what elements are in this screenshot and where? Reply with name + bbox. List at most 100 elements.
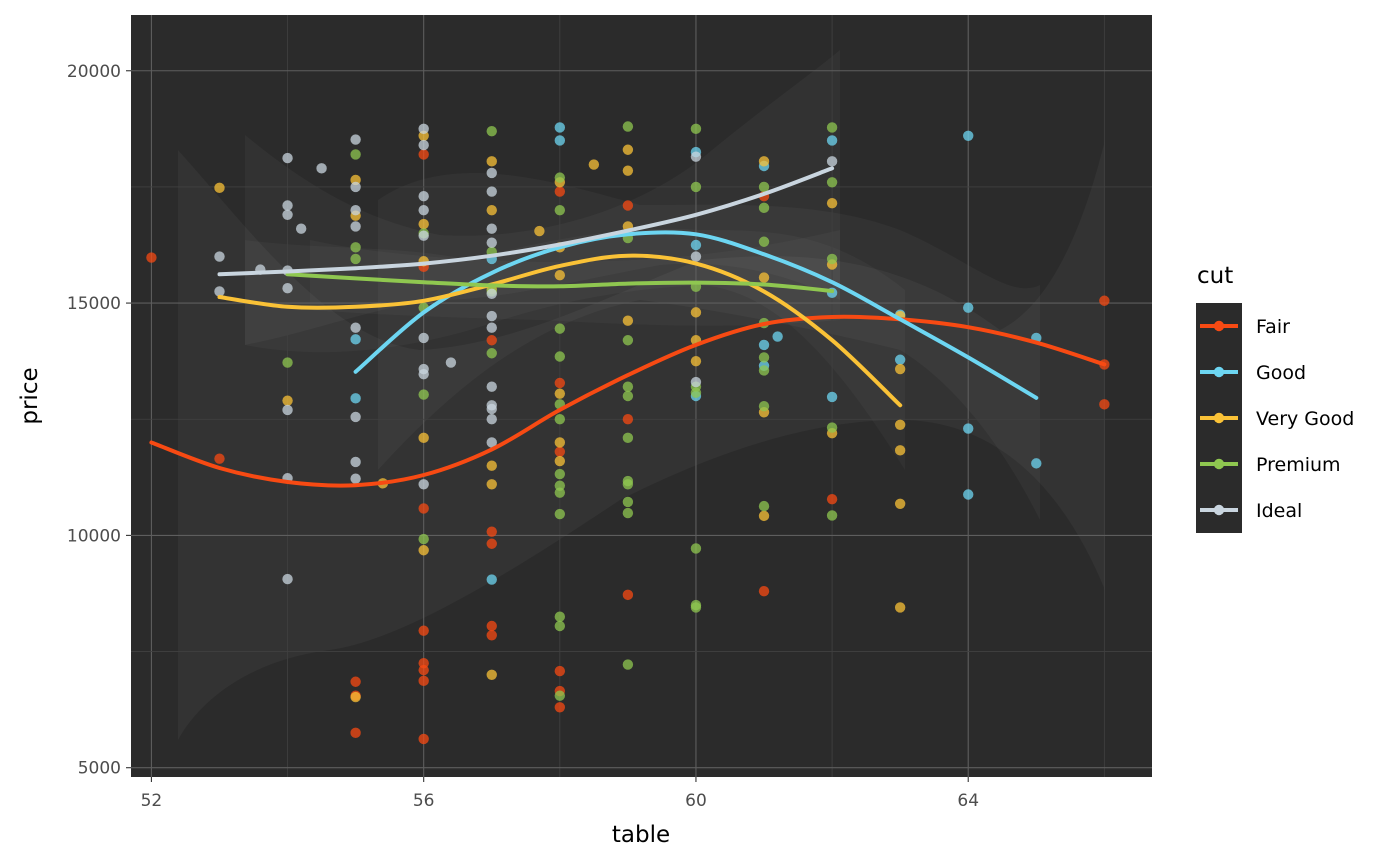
data-point <box>690 151 702 162</box>
data-point <box>418 389 429 400</box>
data-point <box>690 602 702 613</box>
data-point <box>963 130 974 142</box>
data-point <box>486 669 497 680</box>
data-point <box>554 508 566 520</box>
legend-item-very-good: Very Good <box>1200 408 1354 430</box>
data-point <box>418 545 429 556</box>
smooth-line-good <box>353 230 1039 400</box>
data-point <box>554 690 566 701</box>
data-point <box>418 432 429 444</box>
data-point <box>282 395 293 406</box>
data-point <box>418 503 429 514</box>
data-point <box>282 357 293 368</box>
data-point <box>350 473 361 484</box>
data-point <box>554 455 566 467</box>
data-point <box>486 403 497 415</box>
legend-label: Very Good <box>1256 408 1354 430</box>
data-point <box>622 479 634 490</box>
data-point <box>1099 399 1110 410</box>
data-point <box>350 727 361 739</box>
data-point <box>295 223 307 234</box>
panel-background <box>131 15 1152 777</box>
data-point <box>826 510 838 521</box>
data-point <box>350 221 361 232</box>
data-point <box>486 204 497 216</box>
data-point <box>690 251 702 262</box>
y-tick-label: 15000 <box>67 294 121 314</box>
data-point <box>418 733 429 745</box>
data-point <box>146 252 157 263</box>
data-point <box>418 123 429 135</box>
data-point <box>622 165 634 176</box>
y-tick-label: 10000 <box>67 526 121 546</box>
data-point <box>554 468 566 480</box>
points-ideal <box>214 123 838 585</box>
data-point <box>418 675 429 687</box>
data-point <box>826 156 838 167</box>
data-point <box>554 135 566 146</box>
data-point <box>554 437 566 448</box>
data-point <box>418 533 429 545</box>
data-point <box>554 611 566 622</box>
data-point <box>554 487 566 498</box>
data-point <box>758 202 770 214</box>
data-point <box>486 526 497 537</box>
data-point <box>282 200 293 211</box>
data-point <box>350 411 361 423</box>
data-point <box>826 422 838 433</box>
y-tick-label: 20000 <box>67 62 121 82</box>
data-point <box>758 500 770 512</box>
data-point <box>350 242 361 253</box>
data-point <box>282 404 293 416</box>
legend-key-point <box>1213 320 1225 332</box>
data-point <box>418 191 429 202</box>
data-point <box>418 664 429 676</box>
data-point <box>622 507 634 519</box>
data-point <box>622 200 634 211</box>
data-point <box>350 691 361 703</box>
data-point <box>554 377 566 389</box>
data-point <box>622 496 634 508</box>
data-point <box>963 302 974 313</box>
data-point <box>690 355 702 367</box>
data-point <box>418 230 429 241</box>
data-point <box>418 625 429 636</box>
data-point <box>963 423 974 434</box>
legend-label: Premium <box>1256 454 1341 476</box>
x-tick-label: 64 <box>957 791 979 811</box>
data-point <box>486 156 497 167</box>
data-point <box>418 204 429 216</box>
smooth-line-ideal <box>217 166 835 277</box>
legend-label: Fair <box>1256 316 1290 338</box>
data-point <box>826 135 838 146</box>
data-point <box>418 332 429 344</box>
legend-item-good: Good <box>1200 362 1306 384</box>
data-point <box>1099 295 1110 306</box>
data-point <box>350 204 361 216</box>
data-point <box>554 414 566 425</box>
data-point <box>622 390 634 402</box>
data-point <box>554 351 566 362</box>
data-point <box>826 122 838 133</box>
data-point <box>282 283 293 294</box>
data-point <box>894 419 906 431</box>
x-tick-label: 60 <box>685 791 707 811</box>
data-point <box>894 363 906 375</box>
data-point <box>554 122 566 133</box>
data-point <box>758 236 770 247</box>
legend-key-point <box>1213 412 1225 424</box>
data-point <box>445 357 457 368</box>
data-point <box>894 445 906 456</box>
data-point <box>486 630 497 641</box>
data-point <box>486 479 497 490</box>
data-point <box>554 702 566 713</box>
data-point <box>622 432 634 444</box>
data-point <box>418 139 429 151</box>
data-point <box>758 181 770 193</box>
data-point <box>826 391 838 403</box>
data-point <box>963 489 974 500</box>
data-point <box>486 574 497 585</box>
legend-key-point <box>1213 504 1225 516</box>
smooth-lines <box>149 166 1107 488</box>
